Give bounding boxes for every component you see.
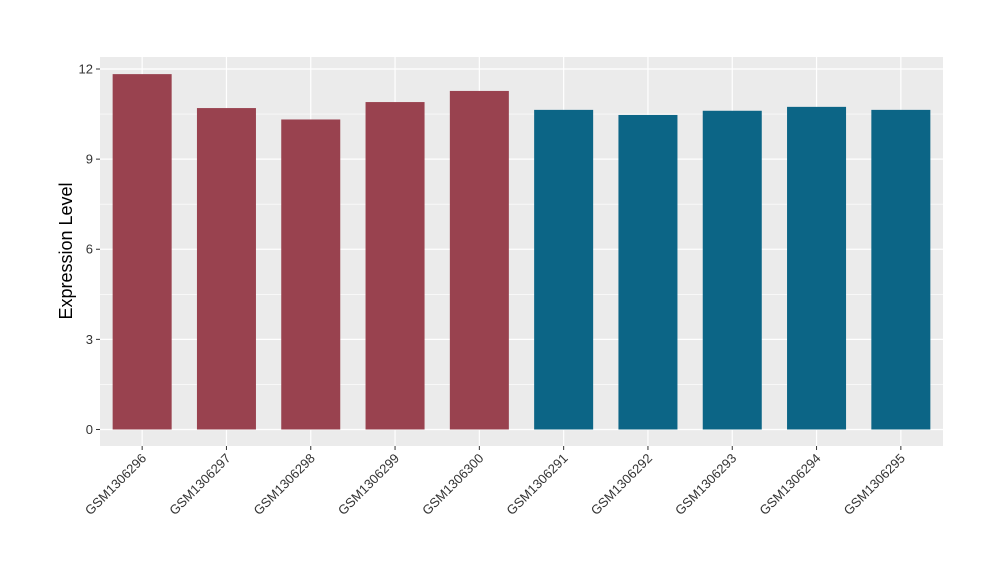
bar-GSM1306295 (871, 109, 931, 430)
y-tick-label: 6 (86, 242, 93, 257)
bar-GSM1306300 (449, 90, 509, 430)
bar-GSM1306292 (618, 114, 678, 430)
y-tick-label: 9 (86, 152, 93, 167)
bar-GSM1306296 (112, 74, 172, 430)
bars (112, 74, 931, 430)
bar-GSM1306298 (281, 119, 341, 430)
x-tick-label: GSM1306299 (335, 451, 402, 518)
y-axis: 0 3 6 9 12 (79, 62, 100, 437)
y-tick-label: 12 (79, 62, 93, 77)
bar-GSM1306294 (787, 106, 847, 430)
bar-GSM1306297 (196, 108, 256, 430)
bar-GSM1306299 (365, 102, 425, 430)
bar-GSM1306291 (534, 109, 594, 430)
x-tick-label: GSM1306296 (82, 451, 149, 518)
y-axis-title: Expression Level (56, 182, 76, 319)
x-tick-label: GSM1306292 (588, 451, 655, 518)
x-tick-label: GSM1306300 (419, 451, 486, 518)
y-tick-label: 3 (86, 332, 93, 347)
x-tick-label: GSM1306291 (503, 451, 570, 518)
x-tick-label: GSM1306297 (166, 451, 233, 518)
x-tick-label: GSM1306294 (756, 451, 823, 518)
y-tick-label: 0 (86, 422, 93, 437)
x-tick-label: GSM1306298 (251, 451, 318, 518)
x-tick-label: GSM1306295 (841, 451, 908, 518)
bar-GSM1306293 (702, 110, 762, 430)
x-axis: GSM1306296 GSM1306297 GSM1306298 GSM1306299… (82, 446, 908, 518)
x-tick-label: GSM1306293 (672, 451, 739, 518)
